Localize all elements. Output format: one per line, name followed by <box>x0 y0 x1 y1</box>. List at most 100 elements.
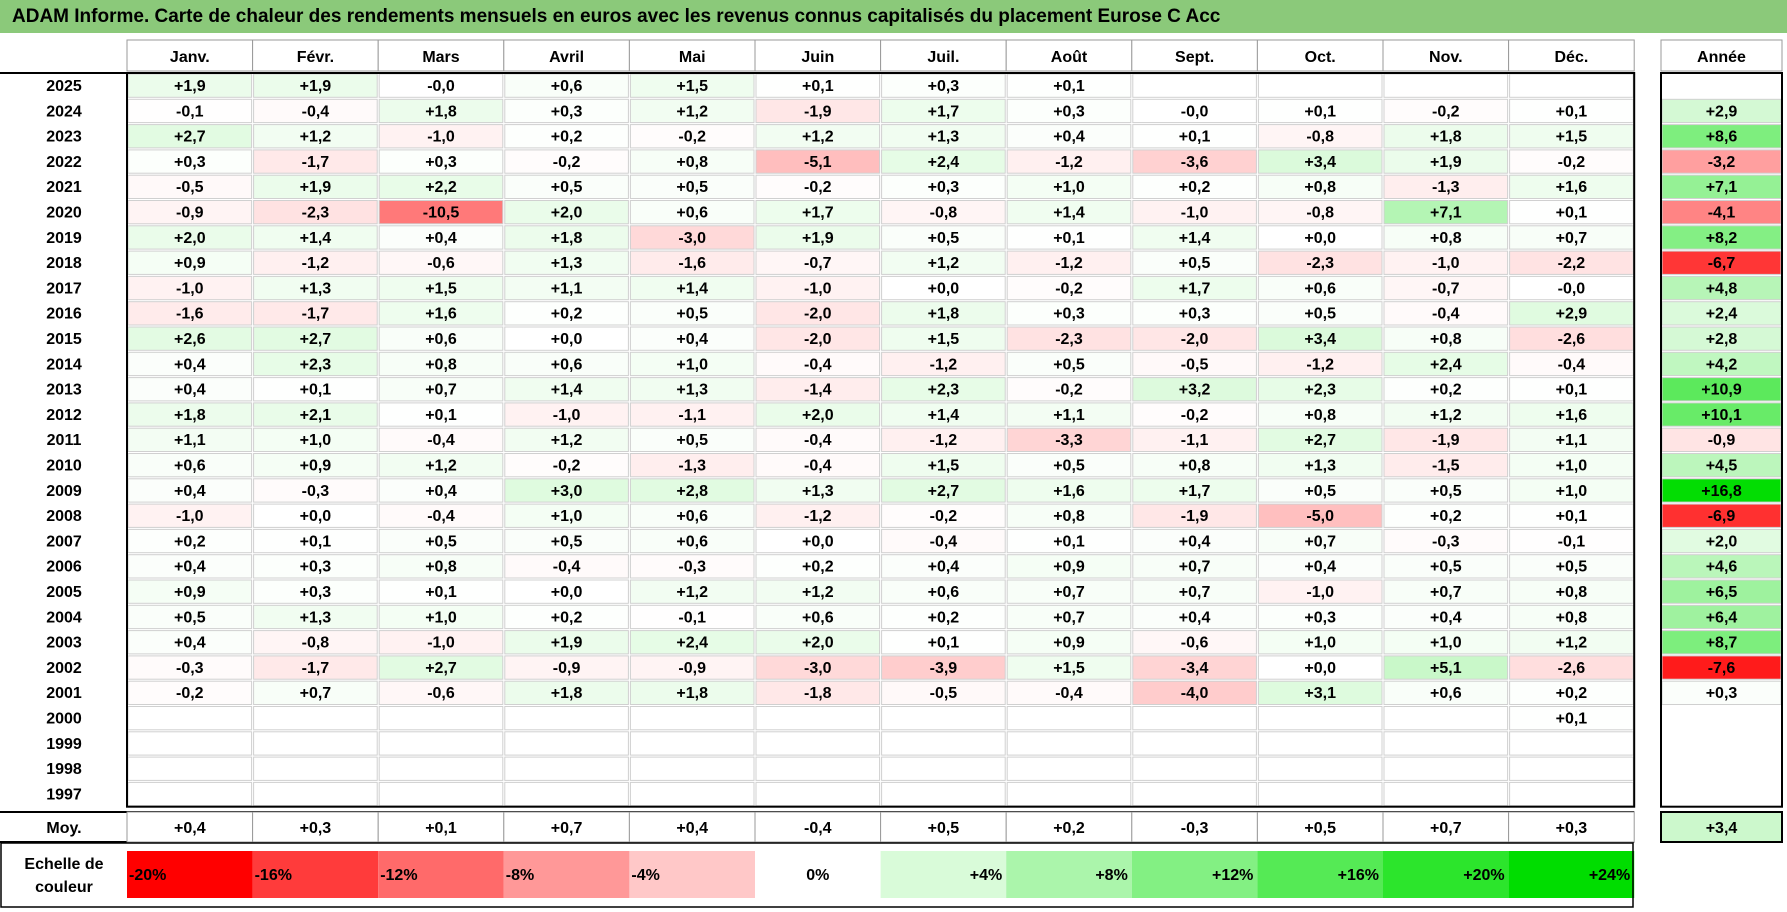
heatmap-cell <box>1383 275 1509 301</box>
heatmap-cell <box>504 250 629 275</box>
heatmap-cell <box>504 478 629 503</box>
heatmap-cell-value: -0,6 <box>427 255 455 272</box>
heatmap-cell-value: -5,0 <box>1306 508 1334 525</box>
heatmap-cell <box>1132 478 1257 503</box>
heatmap-cell <box>253 680 378 706</box>
heatmap-cell <box>253 149 378 174</box>
heatmap-cell <box>755 630 881 655</box>
heatmap-cell-value: +1,2 <box>1556 635 1588 652</box>
heatmap-cell <box>378 579 504 604</box>
row-year-label: 2023 <box>46 129 82 146</box>
heatmap-cell-value: +0,5 <box>551 533 583 550</box>
heatmap-cell-value: +1,2 <box>802 129 834 146</box>
heatmap-cell <box>253 655 378 680</box>
heatmap-cell-value: -0,4 <box>1055 685 1083 702</box>
heatmap-cell <box>1383 503 1509 528</box>
heatmap-cell-value: +2,0 <box>802 635 834 652</box>
heatmap-cell-value: +0,8 <box>1430 331 1462 348</box>
row-year-label: 1998 <box>46 761 82 778</box>
month-header-label: Mai <box>679 49 706 66</box>
heatmap-cell <box>1132 604 1257 630</box>
heatmap-cell-value: +0,7 <box>1179 584 1211 601</box>
heatmap-cell <box>1257 326 1383 351</box>
annual-cell-value: -0,9 <box>1708 432 1736 449</box>
heatmap-cell <box>629 630 755 655</box>
heatmap-cell-value: +2,7 <box>300 331 332 348</box>
heatmap-cell <box>504 377 629 402</box>
heatmap-cell <box>881 377 1006 402</box>
heatmap-cell <box>378 124 504 149</box>
heatmap-cell-value: +0,3 <box>928 78 960 95</box>
month-header-label: Nov. <box>1429 49 1462 66</box>
heatmap-cell <box>378 781 504 807</box>
heatmap-cell-value: +1,6 <box>1556 407 1588 424</box>
heatmap-cell-value: +0,1 <box>425 407 457 424</box>
heatmap-cell <box>1257 351 1383 377</box>
heatmap-cell <box>1383 225 1509 250</box>
heatmap-cell <box>881 503 1006 528</box>
heatmap-cell <box>1509 781 1634 807</box>
heatmap-cell <box>629 706 755 731</box>
row-year-label: 2014 <box>46 356 82 373</box>
scale-border <box>0 842 1634 908</box>
heatmap-cell-value: +1,2 <box>1430 407 1462 424</box>
heatmap-cell-value: +0,9 <box>300 458 332 475</box>
annual-cell-value: +4,5 <box>1706 458 1738 475</box>
heatmap-cell-value: -0,4 <box>553 559 581 576</box>
grid-border <box>126 72 1636 808</box>
heatmap-cell-value: +0,4 <box>1430 609 1462 626</box>
heatmap-cell <box>755 706 881 731</box>
heatmap-cell <box>1006 124 1132 149</box>
heatmap-cell-value: +1,0 <box>676 356 708 373</box>
heatmap-cell-value: -1,0 <box>176 280 204 297</box>
heatmap-cell <box>253 250 378 275</box>
heatmap-cell <box>1257 503 1383 528</box>
heatmap-cell <box>1006 453 1132 478</box>
heatmap-cell <box>755 655 881 680</box>
heatmap-cell-value: +0,6 <box>676 508 708 525</box>
heatmap-cell-value: -1,0 <box>1432 255 1460 272</box>
heatmap-cell-value: +0,8 <box>1430 230 1462 247</box>
heatmap-cell-value: -0,6 <box>427 685 455 702</box>
month-header-cell <box>1131 39 1258 72</box>
annual-cell-value: +7,1 <box>1706 179 1738 196</box>
row-year-label: 2025 <box>46 78 82 95</box>
month-header-cell <box>1382 39 1510 72</box>
heatmap-cell <box>1006 225 1132 250</box>
heatmap-cell <box>378 453 504 478</box>
heatmap-cell-value: +0,4 <box>1179 609 1211 626</box>
heatmap-cell <box>378 680 504 706</box>
heatmap-cell <box>1257 478 1383 503</box>
heatmap-cell-value: +1,3 <box>300 609 332 626</box>
heatmap-cell-value: +1,4 <box>1053 205 1085 222</box>
heatmap-cell-value: +0,4 <box>174 635 206 652</box>
heatmap-cell <box>378 478 504 503</box>
year-header-cell <box>1660 39 1783 72</box>
heatmap-cell <box>253 630 378 655</box>
heatmap-cell <box>755 554 881 579</box>
heatmap-cell <box>1257 402 1383 427</box>
average-cell <box>628 811 756 843</box>
heatmap-cell <box>253 781 378 807</box>
heatmap-cell-value: +1,7 <box>928 103 960 120</box>
heatmap-cell-value: -1,7 <box>302 154 330 171</box>
heatmap-cell <box>1132 377 1257 402</box>
heatmap-cell <box>755 377 881 402</box>
heatmap-cell <box>1257 604 1383 630</box>
heatmap-cell-value: -0,2 <box>1055 280 1083 297</box>
heatmap-cell <box>755 275 881 301</box>
heatmap-cell <box>1006 200 1132 225</box>
month-header-cell <box>1256 39 1384 72</box>
heatmap-cell-value: -1,0 <box>427 129 455 146</box>
heatmap-cell-value: -1,5 <box>1432 458 1460 475</box>
heatmap-cell-value: +1,7 <box>1179 280 1211 297</box>
average-cell-value: -0,3 <box>1181 820 1209 837</box>
heatmap-cell-value: +2,6 <box>174 331 206 348</box>
heatmap-cell-value: -0,5 <box>930 685 958 702</box>
month-header-label: Mars <box>422 49 459 66</box>
average-annual-value: +3,4 <box>1706 820 1738 837</box>
heatmap-cell <box>1132 655 1257 680</box>
heatmap-cell-value: +0,5 <box>928 230 960 247</box>
heatmap-cell-value: -0,8 <box>1306 205 1334 222</box>
